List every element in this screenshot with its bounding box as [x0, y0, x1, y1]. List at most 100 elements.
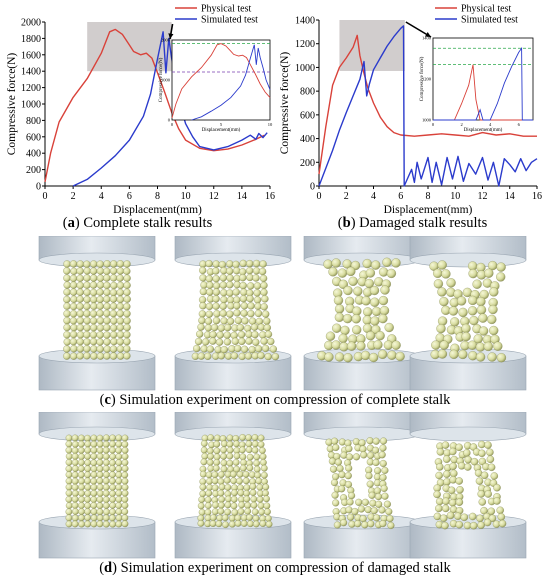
particle: [103, 323, 111, 332]
particle: [331, 340, 341, 350]
particle: [65, 453, 73, 460]
particle: [359, 445, 367, 453]
particle: [436, 448, 445, 456]
particle: [220, 296, 228, 304]
particle: [224, 508, 231, 516]
y-tick-label: 1400: [295, 16, 315, 27]
particle: [226, 446, 234, 454]
particle: [84, 496, 91, 503]
particle: [233, 309, 241, 317]
particle: [83, 345, 91, 353]
particle: [103, 434, 110, 442]
particle: [487, 314, 497, 325]
particle: [476, 305, 487, 315]
particle: [199, 287, 208, 296]
particle: [109, 471, 116, 479]
chart-b: 0 2 4 6 8 10 12 14 16 0 200 400 600 800 1000 1200 1400 Di…: [279, 4, 542, 217]
particle: [483, 341, 493, 352]
particle: [89, 331, 98, 339]
y-tick-label: 1400: [21, 67, 41, 78]
particle: [243, 484, 251, 491]
particle: [443, 470, 451, 478]
particle: [379, 444, 387, 452]
particle: [121, 489, 129, 497]
particle: [121, 434, 129, 442]
particle: [71, 471, 79, 479]
particle: [63, 302, 71, 310]
particle: [259, 520, 267, 527]
particle: [461, 323, 471, 334]
particle: [115, 477, 123, 485]
particle: [103, 345, 111, 353]
particle: [262, 483, 270, 491]
particle: [367, 451, 375, 459]
particle: [217, 507, 225, 515]
particle: [90, 295, 98, 304]
particle: [109, 345, 118, 353]
particle: [261, 295, 269, 303]
particle: [76, 302, 84, 311]
particle: [115, 453, 123, 460]
particle: [96, 295, 104, 304]
particle: [83, 309, 91, 318]
particle: [96, 331, 104, 339]
particle: [435, 471, 443, 480]
particle: [214, 345, 222, 354]
particle: [96, 288, 104, 296]
particle: [488, 304, 498, 315]
particle: [96, 281, 105, 289]
particle: [361, 296, 371, 306]
particle: [259, 453, 267, 460]
particle: [116, 295, 125, 304]
particle: [356, 341, 366, 351]
particle: [121, 471, 129, 479]
particle: [238, 337, 246, 346]
particle: [226, 317, 235, 325]
particle: [115, 489, 123, 497]
top-platen: [303, 236, 421, 268]
particle: [198, 310, 207, 318]
particle: [377, 349, 388, 359]
particle: [78, 489, 85, 497]
particle: [226, 260, 234, 268]
particle: [366, 480, 374, 488]
particle: [336, 464, 344, 473]
particle: [212, 501, 219, 509]
y-tick-label: 1600: [21, 50, 41, 61]
particle: [489, 287, 499, 297]
particle: [360, 350, 371, 361]
particle: [258, 508, 265, 516]
particle: [76, 323, 85, 332]
particle: [206, 345, 214, 353]
particle: [346, 266, 356, 277]
particle: [346, 498, 354, 506]
particle: [206, 281, 214, 289]
x-tick-label: 2: [71, 191, 76, 202]
particle: [65, 483, 73, 491]
particle: [121, 496, 129, 503]
particle: [239, 453, 247, 461]
inset-y-tick-label: 2000: [161, 38, 171, 43]
particle: [65, 471, 73, 479]
particle: [441, 504, 450, 513]
particle: [71, 453, 79, 460]
y-tick-label: 1000: [295, 63, 315, 74]
particle: [109, 302, 118, 310]
particle: [103, 317, 111, 325]
legend-label: Physical test: [461, 4, 511, 15]
particle: [205, 275, 213, 283]
particle: [96, 520, 104, 528]
particle: [383, 500, 391, 508]
particle: [78, 496, 85, 503]
particle: [334, 458, 342, 466]
particle: [115, 434, 123, 442]
particle: [257, 502, 265, 509]
particle: [253, 289, 261, 297]
particle: [123, 317, 131, 325]
particle: [109, 465, 116, 472]
particle: [498, 519, 507, 528]
particle: [263, 317, 271, 325]
particle: [65, 465, 73, 473]
particle: [395, 351, 405, 362]
particle: [123, 267, 131, 275]
